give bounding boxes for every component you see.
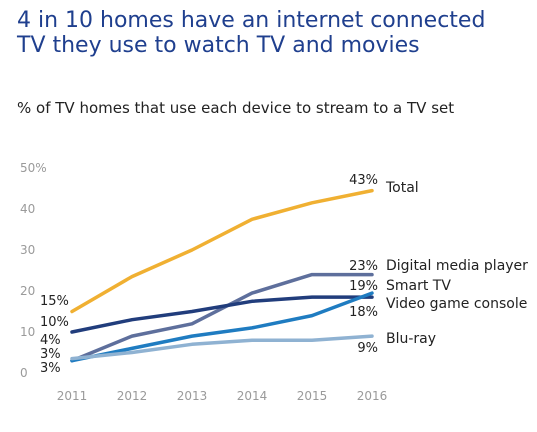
chart-title: 4 in 10 homes have an internet connected… (17, 8, 486, 58)
x-tick-label: 2013 (177, 389, 208, 403)
end-value-label: 9% (357, 341, 378, 356)
y-tick-label: 30 (20, 243, 35, 257)
end-value-label: 18% (349, 305, 378, 320)
series-line-smart-tv (70, 295, 374, 334)
start-value-label: 4% (40, 333, 61, 348)
axis-layer: 0 10 20 30 40 50% 2011 2012 2013 2014 2015 2016 (20, 161, 387, 403)
x-tick-label: 2014 (237, 389, 268, 403)
series-name-label: Blu-ray (386, 331, 436, 347)
series-line-video-game-console (70, 291, 374, 363)
series-name-label: Digital media player (386, 258, 528, 274)
start-value-label: 10% (40, 315, 69, 330)
series-line-total (70, 188, 374, 314)
series-name-label: Video game console (386, 296, 527, 312)
start-value-label: 15% (40, 294, 69, 309)
series-lines (70, 188, 374, 363)
x-tick-label: 2016 (357, 389, 388, 403)
chart-subtitle: % of TV homes that use each device to st… (17, 99, 455, 117)
y-tick-label: 0 (20, 366, 28, 380)
y-tick-label: 50% (20, 161, 47, 175)
series-line-blu-ray (70, 334, 374, 361)
start-value-label: 3% (40, 347, 61, 362)
y-tick-label: 40 (20, 202, 35, 216)
end-value-label: 23% (349, 259, 378, 274)
x-tick-label: 2015 (297, 389, 328, 403)
start-value-label: 3% (40, 361, 61, 376)
series-line-digital-media-player (70, 272, 374, 363)
y-tick-label: 10 (20, 325, 35, 339)
y-tick-label: 20 (20, 284, 35, 298)
series-name-label: Total (385, 180, 419, 196)
end-value-label: 43% (349, 173, 378, 188)
series-name-label: Smart TV (386, 278, 451, 294)
end-value-label: 19% (349, 279, 378, 294)
x-tick-label: 2012 (117, 389, 148, 403)
x-tick-label: 2011 (57, 389, 88, 403)
data-labels: 15% 43% Total 3% 23% Digital media player 10% 1… (40, 173, 528, 376)
